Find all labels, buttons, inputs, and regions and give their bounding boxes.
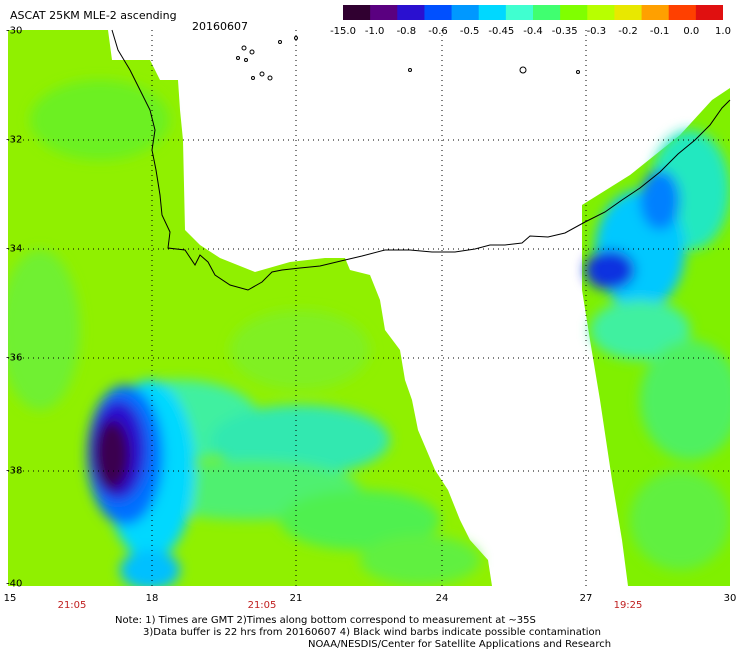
lon-label: 27	[579, 593, 593, 604]
colorbar-swatch	[668, 5, 697, 20]
colorbar	[343, 5, 723, 20]
colorbar-swatch	[641, 5, 670, 20]
colorbar-tick-label: -0.8	[396, 26, 417, 37]
colorbar-swatch	[424, 5, 453, 20]
colorbar-tick-label: -0.2	[618, 26, 638, 37]
map-title: ASCAT 25KM MLE-2 ascending	[10, 9, 177, 22]
lat-label: -30	[6, 25, 23, 37]
colorbar-tick-label: -0.45	[488, 26, 515, 37]
colorbar-tick-label: -0.4	[523, 26, 543, 37]
lon-label: 21	[289, 593, 303, 604]
lat-label: -38	[6, 465, 23, 477]
colorbar-tick-label: -0.5	[459, 26, 480, 37]
data-swath-east	[582, 88, 730, 586]
lat-label: -36	[6, 352, 23, 364]
lat-label: -40	[6, 578, 23, 590]
colorbar-swatch	[397, 5, 425, 20]
colorbar-tick-label: -0.3	[586, 26, 607, 37]
colorbar-tick-label: -1.0	[364, 26, 385, 37]
lon-label: 15	[3, 593, 17, 604]
note-line: Note: 1) Times are GMT 2)Times along bot…	[115, 615, 536, 626]
colorbar-tick-label: 1.0	[715, 26, 731, 37]
note-line: NOAA/NESDIS/Center for Satellite Applica…	[308, 639, 612, 650]
colorbar-swatch	[370, 5, 398, 20]
latitude-labels: -30 -32 -34 -36 -38 -40	[0, 0, 40, 650]
lon-label: 30	[723, 593, 737, 604]
colorbar-swatch	[695, 5, 723, 20]
colorbar-swatch	[533, 5, 561, 20]
lat-label: -32	[6, 134, 23, 146]
colorbar-swatch	[560, 5, 588, 20]
colorbar-swatch	[587, 5, 615, 20]
swath-time: 21:05	[57, 600, 87, 611]
swath-time: 21:05	[247, 600, 277, 611]
colorbar-tick-label: -0.1	[649, 26, 670, 37]
colorbar-swatch	[614, 5, 643, 20]
lat-label: -34	[6, 243, 23, 255]
colorbar-tick-label: -0.35	[551, 26, 578, 37]
lon-label: 18	[145, 593, 159, 604]
map-date: 20160607	[192, 20, 248, 33]
data-swath-west	[8, 30, 492, 586]
colorbar-ticks: -15.0 -1.0 -0.8 -0.6 -0.5 -0.45 -0.4 -0.35 -0.3-…	[330, 26, 740, 38]
colorbar-swatch	[343, 5, 371, 20]
colorbar-swatch	[478, 5, 507, 20]
colorbar-tick-label: -0.6	[428, 26, 448, 37]
lon-label: 24	[435, 593, 449, 604]
colorbar-tick-label: 0.0	[683, 26, 700, 37]
colorbar-tick-label: -15.0	[330, 26, 356, 37]
coastline	[111, 29, 731, 291]
colorbar-swatch	[451, 5, 480, 20]
swath-time: 19:25	[613, 600, 643, 611]
note-line: 3)Data buffer is 22 hrs from 20160607 4)…	[143, 627, 601, 638]
islands	[236, 36, 580, 81]
colorbar-swatch	[505, 5, 534, 20]
graticule	[8, 30, 730, 586]
footnotes: Note: 1) Times are GMT 2)Times along bot…	[115, 615, 611, 651]
